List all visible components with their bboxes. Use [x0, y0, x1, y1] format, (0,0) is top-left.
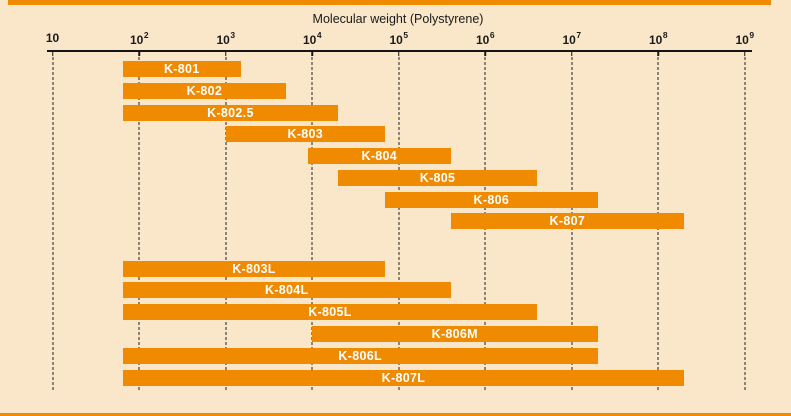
bar-label: K-802.5: [207, 105, 254, 120]
gridline: [398, 57, 399, 390]
axis-tick-mark: [311, 50, 313, 56]
bar-k-807: K-807: [450, 213, 685, 230]
bar-label: K-807L: [381, 371, 426, 385]
gridline: [744, 57, 745, 390]
axis-tick-label-10e5: 105: [389, 30, 409, 47]
bar-k-801: K-801: [122, 61, 241, 77]
axis-tick-label-10e3: 103: [216, 30, 236, 47]
axis-tick-label-10e2: 102: [129, 30, 149, 47]
bar-label: K-806L: [338, 349, 382, 364]
x-axis-line: [47, 50, 752, 52]
gridline: [225, 57, 226, 390]
bar-label: K-802: [186, 83, 223, 98]
bar-label: K-804: [361, 149, 398, 163]
bar-label: K-805: [419, 170, 456, 185]
bar-label: K-803L: [232, 261, 276, 276]
bar-label: K-807: [549, 214, 586, 229]
bar-label: K-806M: [431, 327, 478, 342]
bar-label: K-803: [287, 127, 324, 142]
bar-k-803l: K-803L: [122, 260, 386, 277]
axis-tick-label-10e1: 10: [45, 31, 60, 45]
chart-title: Molecular weight (Polystyrene): [312, 12, 484, 26]
bar-label: K-801: [163, 62, 200, 76]
axis-tick-label-10e6: 106: [475, 30, 495, 47]
top-border-strip: [8, 0, 771, 5]
bar-label: K-805L: [308, 305, 352, 320]
axis-tick-mark: [397, 50, 400, 56]
axis-tick-mark: [51, 50, 54, 56]
gridline: [52, 57, 53, 390]
bar-k-804: K-804: [308, 148, 451, 164]
bottom-border-strip: [0, 413, 791, 416]
axis-tick-mark: [743, 50, 746, 56]
axis-tick-mark: [570, 50, 573, 56]
axis-tick-label-10e4: 104: [302, 30, 322, 47]
axis-tick-mark: [224, 50, 227, 56]
bar-k-805l: K-805L: [122, 304, 538, 321]
axis-tick-label-10e7: 107: [562, 30, 582, 47]
bar-label: K-804L: [264, 283, 309, 298]
gridline: [311, 57, 313, 390]
bar-k-804l: K-804L: [122, 282, 451, 299]
bar-k-803: K-803: [225, 126, 386, 143]
gridline: [138, 57, 140, 390]
axis-tick-label-10e9: 109: [735, 30, 755, 47]
axis-tick-mark: [138, 50, 140, 56]
bar-k-806l: K-806L: [122, 348, 598, 365]
bar-k-802-5: K-802.5: [122, 104, 339, 121]
bar-k-806: K-806: [385, 191, 598, 208]
bar-k-802: K-802: [122, 82, 286, 99]
bar-k-806m: K-806M: [312, 326, 598, 343]
axis-tick-mark: [657, 50, 659, 56]
bar-k-807l: K-807L: [122, 370, 685, 386]
axis-tick-label-10e8: 108: [648, 30, 668, 47]
bar-k-805: K-805: [338, 169, 538, 186]
axis-tick-mark: [484, 50, 486, 56]
bar-label: K-806: [473, 192, 510, 207]
